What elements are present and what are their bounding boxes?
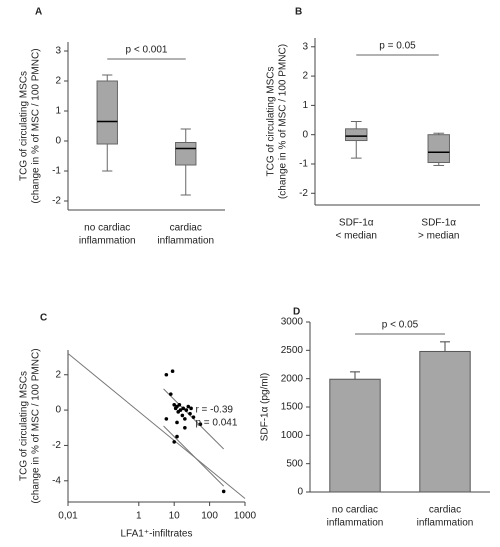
regression-line: [163, 425, 225, 487]
y-tick-label: 3000: [281, 317, 304, 328]
y-axis-sublabel: (change in % of MSC / 100 PMNC): [31, 348, 42, 503]
x-tick-label: cardiac: [429, 505, 461, 516]
bar: [419, 350, 471, 493]
point: [188, 411, 192, 416]
y-tick-label: -1: [52, 166, 61, 177]
x-tick-label: inflammation: [157, 236, 214, 247]
regression-line: [67, 353, 246, 499]
point: [178, 408, 183, 412]
y-axis-sublabel: (change in % of MSC / 100 PMNC): [31, 48, 42, 203]
annotation: r = -0.39: [195, 405, 233, 416]
y-tick-label: 0: [55, 405, 61, 416]
y-tick-label: -2: [52, 196, 61, 207]
point: [170, 369, 175, 374]
panel-label: A: [35, 7, 42, 18]
y-axis-label: SDF-1α (pg/ml): [260, 373, 271, 442]
y-axis-label: TCG of circulating MSCs: [19, 71, 30, 181]
x-tick-label: inflammation: [327, 518, 384, 529]
y-tick-label: -1: [299, 159, 308, 170]
point: [184, 408, 189, 412]
x-tick-label: no cardiac: [84, 223, 130, 234]
x-tick-label: inflammation: [79, 236, 136, 247]
point: [175, 420, 179, 425]
panel-label: D: [293, 307, 300, 318]
box: [345, 128, 368, 142]
y-tick-label: -2: [52, 440, 61, 451]
y-tick-label: 500: [286, 458, 303, 469]
point: [180, 413, 185, 418]
x-tick-label: 1: [136, 511, 142, 522]
y-tick-label: 1: [302, 100, 308, 111]
point: [186, 404, 191, 409]
point: [198, 422, 203, 427]
point: [172, 440, 176, 444]
x-axis-label: LFA1⁺-infiltrates: [121, 529, 193, 540]
y-tick-label: 0: [297, 487, 303, 498]
x-tick-label: 100: [201, 511, 218, 522]
y-tick-label: 1500: [281, 402, 304, 413]
y-tick-label: 3: [55, 46, 61, 57]
point: [221, 489, 226, 494]
y-tick-label: 0: [302, 129, 308, 140]
x-tick-label: 10: [169, 511, 181, 522]
y-tick-label: 2: [55, 369, 61, 380]
x-tick-label: inflammation: [417, 518, 474, 529]
point: [164, 417, 169, 421]
y-tick-label: 2000: [281, 373, 304, 384]
significance-label: p = 0.05: [379, 41, 416, 52]
point: [181, 406, 186, 411]
y-axis-sublabel: (change in % of MSC / 100 PMNC): [278, 44, 289, 199]
point: [164, 372, 169, 377]
significance-label: p < 0.001: [126, 45, 168, 56]
annotation: p = 0.041: [195, 418, 237, 429]
x-tick-label: no cardiac: [332, 505, 378, 516]
x-tick-label: SDF-1α: [339, 218, 374, 229]
bar: [329, 378, 381, 493]
significance-label: p < 0.05: [382, 320, 419, 331]
point: [191, 415, 196, 419]
x-tick-label: > median: [418, 231, 459, 242]
point: [183, 417, 187, 421]
x-tick-label: SDF-1α: [421, 218, 456, 229]
point: [177, 402, 182, 407]
point: [189, 406, 193, 411]
y-tick-label: 2: [55, 76, 61, 87]
y-tick-label: -4: [52, 475, 61, 486]
box: [96, 80, 118, 145]
y-axis-label: TCG of circulating MSCs: [266, 66, 277, 176]
y-tick-label: -2: [299, 188, 308, 199]
x-tick-label: cardiac: [170, 223, 202, 234]
panel-label: B: [295, 7, 302, 18]
box: [175, 142, 197, 166]
x-tick-label: 1000: [234, 511, 257, 522]
y-axis-label: TCG of circulating MSCs: [19, 371, 30, 481]
y-tick-label: 3: [302, 41, 308, 52]
box: [427, 134, 450, 164]
panel-label: C: [40, 313, 47, 324]
y-tick-label: 2500: [281, 345, 304, 356]
x-tick-label: 0,01: [58, 511, 78, 522]
y-tick-label: 1000: [281, 430, 304, 441]
point: [183, 425, 187, 430]
y-tick-label: 2: [302, 71, 308, 82]
x-tick-label: < median: [336, 231, 377, 242]
point: [175, 434, 179, 439]
y-tick-label: 0: [55, 136, 61, 147]
point: [168, 392, 173, 396]
y-tick-label: 1: [55, 106, 61, 117]
point: [172, 402, 176, 407]
